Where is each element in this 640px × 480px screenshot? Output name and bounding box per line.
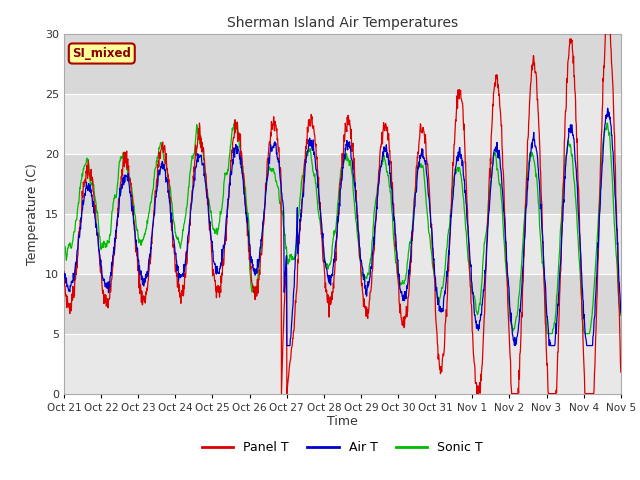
Panel T (429, 256, 437, 262)
Panel T (278, 391, 285, 396)
Air T (617, 310, 625, 316)
Panel T (551, 391, 559, 396)
Panel T (617, 369, 625, 375)
Title: Sherman Island Air Temperatures: Sherman Island Air Temperatures (227, 16, 458, 30)
Sonic T (231, 119, 239, 125)
Air T (283, 343, 291, 348)
Air T (604, 105, 611, 111)
Line: Sonic T: Sonic T (64, 122, 621, 334)
Air T (246, 244, 254, 250)
Sonic T (246, 274, 254, 279)
Air T (184, 233, 191, 239)
Sonic T (552, 313, 559, 319)
Air T (60, 275, 68, 281)
Sonic T (429, 266, 437, 272)
Sonic T (60, 245, 68, 251)
Air T (170, 241, 178, 247)
Panel T (60, 268, 68, 274)
Text: SI_mixed: SI_mixed (72, 47, 131, 60)
X-axis label: Time: Time (327, 415, 358, 429)
Bar (64, 154, 621, 214)
Sonic T (502, 265, 509, 271)
Bar (64, 274, 621, 334)
Bar (64, 34, 621, 94)
Sonic T (543, 331, 551, 336)
Panel T (502, 239, 509, 245)
Air T (502, 239, 509, 245)
Panel T (170, 250, 178, 256)
Line: Air T: Air T (64, 108, 621, 346)
Bar (64, 214, 621, 274)
Panel T (246, 256, 254, 262)
Bar (64, 94, 621, 154)
Bar (64, 334, 621, 394)
Legend: Panel T, Air T, Sonic T: Panel T, Air T, Sonic T (196, 436, 488, 459)
Air T (429, 249, 437, 254)
Sonic T (617, 311, 625, 317)
Panel T (602, 31, 609, 36)
Panel T (184, 242, 191, 248)
Y-axis label: Temperature (C): Temperature (C) (26, 163, 40, 264)
Line: Panel T: Panel T (64, 34, 621, 394)
Air T (551, 340, 559, 346)
Sonic T (184, 193, 191, 199)
Sonic T (170, 220, 178, 226)
